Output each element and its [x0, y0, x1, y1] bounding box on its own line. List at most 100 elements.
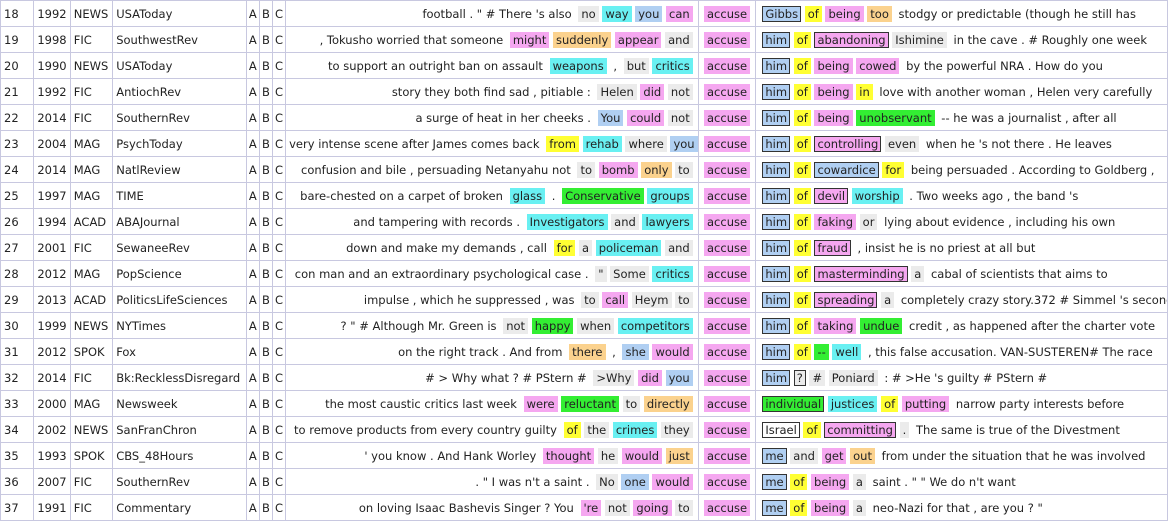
option-b-button[interactable]: B	[258, 130, 273, 157]
option-a-button[interactable]: A	[245, 390, 260, 417]
option-c-button[interactable]: C	[271, 52, 287, 79]
source-cell[interactable]: CBS_48Hours	[112, 442, 247, 469]
option-c-button[interactable]: C	[271, 468, 287, 495]
node-word[interactable]: accuse	[704, 109, 751, 126]
table-row[interactable]: 35 1993 SPOK CBS_48Hours A B C ' you know . And…	[0, 442, 1168, 469]
node-word[interactable]: accuse	[704, 395, 751, 412]
source-cell[interactable]: USAToday	[112, 0, 247, 27]
option-a-button[interactable]: A	[245, 130, 260, 157]
option-a-button[interactable]: A	[245, 286, 260, 313]
option-c-button[interactable]: C	[271, 494, 287, 521]
node-word[interactable]: accuse	[704, 239, 751, 256]
option-a-button[interactable]: A	[245, 234, 260, 261]
option-a-button[interactable]: A	[245, 156, 260, 183]
node-word[interactable]: accuse	[704, 369, 751, 386]
option-c-button[interactable]: C	[271, 0, 287, 27]
option-c-button[interactable]: C	[271, 182, 287, 209]
table-row[interactable]: 30 1999 NEWS NYTimes A B C? " # Although Mr. G…	[0, 312, 1168, 339]
option-b-button[interactable]: B	[258, 260, 273, 287]
source-cell[interactable]: Fox	[112, 338, 247, 365]
option-b-button[interactable]: B	[258, 156, 273, 183]
node-word[interactable]: accuse	[704, 499, 751, 516]
option-c-button[interactable]: C	[271, 338, 287, 365]
option-b-button[interactable]: B	[258, 182, 273, 209]
source-cell[interactable]: USAToday	[112, 52, 247, 79]
source-cell[interactable]: NatlReview	[112, 156, 247, 183]
option-c-button[interactable]: C	[271, 286, 287, 313]
option-a-button[interactable]: A	[245, 338, 260, 365]
table-row[interactable]: 36 2007 FIC SouthernRev A B C. " I was n't a s…	[0, 468, 1168, 495]
option-b-button[interactable]: B	[258, 78, 273, 105]
table-row[interactable]: 32 2014 FIC Bk:RecklessDisregard A B C # > Why …	[0, 364, 1168, 391]
node-word[interactable]: accuse	[704, 265, 751, 282]
option-a-button[interactable]: A	[245, 52, 260, 79]
option-b-button[interactable]: B	[258, 286, 273, 313]
option-a-button[interactable]: A	[245, 416, 260, 443]
table-row[interactable]: 19 1998 FIC SouthwestRev A B C, Tokusho worrie…	[0, 26, 1168, 53]
option-c-button[interactable]: C	[271, 156, 287, 183]
option-b-button[interactable]: B	[258, 442, 273, 469]
option-a-button[interactable]: A	[245, 312, 260, 339]
option-c-button[interactable]: C	[271, 390, 287, 417]
node-word[interactable]: accuse	[704, 31, 751, 48]
source-cell[interactable]: AntiochRev	[112, 78, 247, 105]
source-cell[interactable]: PopScience	[112, 260, 247, 287]
node-word[interactable]: accuse	[704, 421, 751, 438]
option-b-button[interactable]: B	[258, 52, 273, 79]
option-a-button[interactable]: A	[245, 0, 260, 27]
node-word[interactable]: accuse	[704, 187, 751, 204]
option-a-button[interactable]: A	[245, 182, 260, 209]
source-cell[interactable]: SouthwestRev	[112, 26, 247, 53]
option-c-button[interactable]: C	[271, 78, 287, 105]
option-a-button[interactable]: A	[245, 494, 260, 521]
option-a-button[interactable]: A	[245, 364, 260, 391]
source-cell[interactable]: ABAJournal	[112, 208, 247, 235]
node-word[interactable]: accuse	[704, 5, 751, 22]
source-cell[interactable]: Commentary	[112, 494, 247, 521]
option-c-button[interactable]: C	[271, 234, 287, 261]
option-b-button[interactable]: B	[258, 312, 273, 339]
node-word[interactable]: accuse	[704, 83, 751, 100]
node-word[interactable]: accuse	[704, 213, 751, 230]
option-c-button[interactable]: C	[271, 312, 287, 339]
option-b-button[interactable]: B	[258, 0, 273, 27]
node-word[interactable]: accuse	[704, 473, 751, 490]
source-cell[interactable]: SouthernRev	[112, 468, 247, 495]
option-b-button[interactable]: B	[258, 416, 273, 443]
option-c-button[interactable]: C	[271, 442, 287, 469]
option-a-button[interactable]: A	[245, 468, 260, 495]
source-cell[interactable]: SouthernRev	[112, 104, 247, 131]
option-c-button[interactable]: C	[271, 130, 287, 157]
node-word[interactable]: accuse	[704, 57, 751, 74]
source-cell[interactable]: SanFranChron	[112, 416, 247, 443]
option-c-button[interactable]: C	[271, 416, 287, 443]
option-c-button[interactable]: C	[271, 104, 287, 131]
option-c-button[interactable]: C	[271, 364, 287, 391]
source-cell[interactable]: Newsweek	[112, 390, 247, 417]
option-b-button[interactable]: B	[258, 104, 273, 131]
option-c-button[interactable]: C	[271, 208, 287, 235]
option-b-button[interactable]: B	[258, 494, 273, 521]
option-a-button[interactable]: A	[245, 26, 260, 53]
option-b-button[interactable]: B	[258, 468, 273, 495]
node-word[interactable]: accuse	[704, 161, 751, 178]
source-cell[interactable]: TIME	[112, 182, 247, 209]
source-cell[interactable]: NYTimes	[112, 312, 247, 339]
source-cell[interactable]: Bk:RecklessDisregard	[112, 364, 247, 391]
option-a-button[interactable]: A	[245, 260, 260, 287]
source-cell[interactable]: PsychToday	[112, 130, 247, 157]
node-word[interactable]: accuse	[704, 291, 751, 308]
source-cell[interactable]: SewaneeRev	[112, 234, 247, 261]
option-b-button[interactable]: B	[258, 338, 273, 365]
option-c-button[interactable]: C	[271, 260, 287, 287]
